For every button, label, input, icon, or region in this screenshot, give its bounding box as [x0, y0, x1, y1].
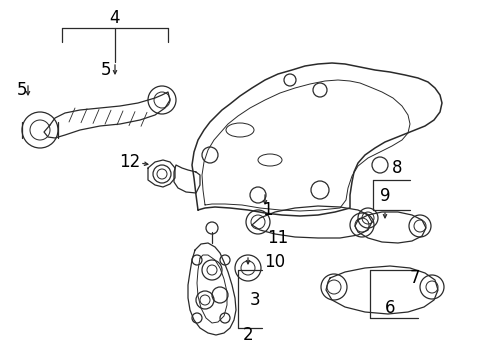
- Text: 5: 5: [101, 61, 111, 79]
- Text: 5: 5: [17, 81, 27, 99]
- Text: 8: 8: [391, 159, 402, 177]
- Text: 6: 6: [384, 299, 394, 317]
- Text: 4: 4: [109, 9, 120, 27]
- Text: 2: 2: [242, 326, 253, 344]
- Text: 3: 3: [249, 291, 260, 309]
- Text: 11: 11: [267, 229, 288, 247]
- Text: 1: 1: [261, 201, 272, 219]
- Text: 12: 12: [119, 153, 141, 171]
- Text: 9: 9: [379, 187, 389, 205]
- Text: 10: 10: [264, 253, 285, 271]
- Text: 7: 7: [409, 269, 419, 287]
